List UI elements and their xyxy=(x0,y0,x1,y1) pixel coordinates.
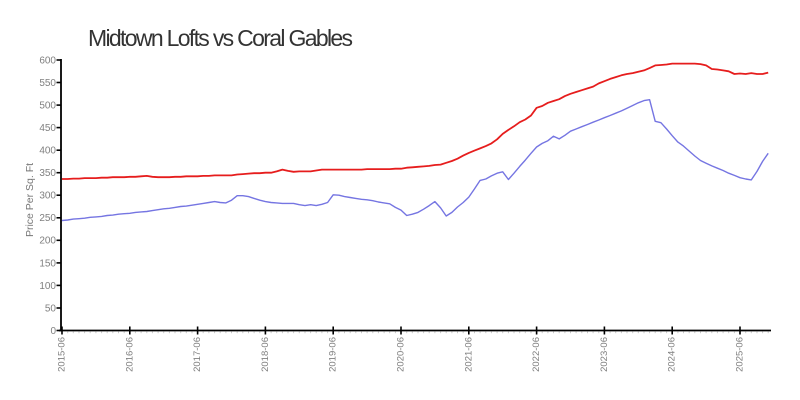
svg-text:Midtown Lofts vs Coral Gables: Midtown Lofts vs Coral Gables xyxy=(88,25,353,51)
svg-text:600: 600 xyxy=(39,55,56,66)
svg-text:300: 300 xyxy=(39,191,56,202)
svg-text:2025-06: 2025-06 xyxy=(735,337,746,372)
svg-text:2018-06: 2018-06 xyxy=(260,337,271,372)
svg-text:0: 0 xyxy=(50,326,56,337)
svg-text:2017-06: 2017-06 xyxy=(192,337,203,372)
svg-text:2016-06: 2016-06 xyxy=(124,337,135,372)
svg-text:550: 550 xyxy=(39,78,56,89)
svg-text:200: 200 xyxy=(39,236,56,247)
svg-text:400: 400 xyxy=(39,146,56,157)
svg-text:2019-06: 2019-06 xyxy=(328,337,339,372)
svg-text:250: 250 xyxy=(39,213,56,224)
svg-text:2024-06: 2024-06 xyxy=(667,337,678,372)
svg-text:2021-06: 2021-06 xyxy=(463,337,474,372)
svg-text:150: 150 xyxy=(39,258,56,269)
svg-text:2015-06: 2015-06 xyxy=(57,337,68,372)
svg-text:500: 500 xyxy=(39,101,56,112)
svg-text:450: 450 xyxy=(39,123,56,134)
svg-text:Price Per Sq. Ft: Price Per Sq. Ft xyxy=(24,163,36,237)
svg-text:2023-06: 2023-06 xyxy=(599,337,610,372)
svg-text:100: 100 xyxy=(39,281,56,292)
svg-text:2022-06: 2022-06 xyxy=(531,337,542,372)
svg-text:2020-06: 2020-06 xyxy=(396,337,407,372)
svg-text:50: 50 xyxy=(45,303,57,314)
svg-text:350: 350 xyxy=(39,168,56,179)
